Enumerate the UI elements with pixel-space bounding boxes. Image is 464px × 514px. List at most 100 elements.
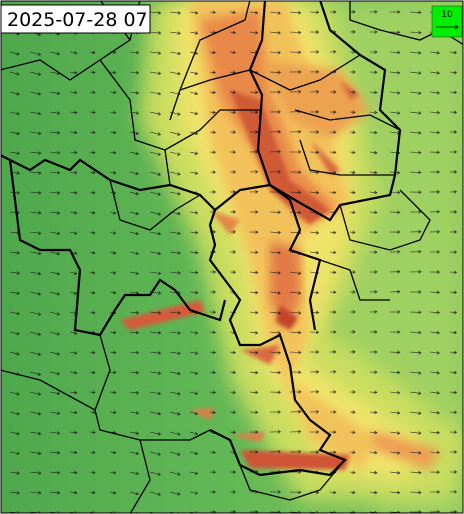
- wind-arrow: [289, 311, 302, 315]
- wind-arrow: [409, 391, 422, 395]
- wind-arrow: [449, 210, 458, 214]
- wind-arrow: [209, 370, 216, 375]
- wind-arrow: [49, 331, 61, 336]
- wind-arrow: [329, 370, 337, 374]
- wind-arrow: [409, 330, 422, 335]
- wind-arrow: [249, 130, 259, 134]
- wind-arrow: [9, 91, 20, 96]
- wind-arrow: [189, 471, 199, 475]
- wind-arrow: [269, 271, 281, 275]
- wind-arrow: [409, 411, 422, 415]
- wind-arrow: [89, 490, 96, 495]
- wind-arrow: [229, 470, 236, 474]
- wind-arrow: [429, 490, 440, 494]
- wind-arrow: [169, 251, 181, 255]
- wind-arrow: [369, 10, 378, 14]
- wind-arrow: [9, 151, 20, 155]
- wind-arrow: [269, 31, 281, 35]
- wind-arrow: [409, 351, 422, 355]
- wind-arrow: [249, 110, 259, 114]
- wind-arrow: [329, 190, 337, 195]
- wind-arrow: [389, 431, 401, 435]
- wind-arrow: [229, 250, 236, 254]
- wind-arrow: [189, 411, 199, 416]
- wind-arrow: [409, 249, 422, 254]
- wind-arrow: [89, 190, 96, 195]
- wind-arrow: [329, 450, 337, 454]
- wind-arrow: [129, 311, 140, 315]
- wind-arrow: [249, 230, 259, 234]
- wind-arrow: [189, 290, 199, 295]
- wind-arrow: [209, 290, 216, 294]
- wind-arrow: [129, 151, 139, 156]
- wind-arrow: [109, 171, 117, 175]
- legend-label: 10: [441, 10, 453, 20]
- wind-arrow: [29, 271, 42, 276]
- wind-arrow: [309, 10, 320, 15]
- wind-arrow: [69, 410, 78, 415]
- wind-arrow: [49, 491, 61, 495]
- wind-arrow: [329, 290, 337, 294]
- wind-arrow: [349, 110, 356, 114]
- wind-arrow: [389, 370, 401, 375]
- wind-arrow: [409, 451, 422, 455]
- wind-arrow: [269, 331, 281, 335]
- wind-arrow: [389, 10, 401, 14]
- wind-arrow: [409, 71, 422, 75]
- wind-arrow: [109, 491, 117, 495]
- wind-arrow: [389, 50, 401, 55]
- wind-arrow: [29, 191, 42, 195]
- wind-arrow: [449, 170, 458, 174]
- wind-arrow: [109, 271, 117, 275]
- wind-arrow: [129, 370, 140, 375]
- wind-arrow: [69, 331, 78, 335]
- wind-arrow: [49, 171, 61, 175]
- wind-arrow: [89, 130, 96, 135]
- wind-arrow: [149, 131, 162, 136]
- wind-arrow: [369, 490, 378, 495]
- wind-arrow: [229, 410, 236, 415]
- wind-arrow: [109, 231, 117, 235]
- wind-arrow: [309, 150, 320, 154]
- wind-arrow: [449, 450, 458, 454]
- wind-arrow: [429, 170, 440, 174]
- wind-arrow: [89, 250, 96, 255]
- wind-arrow: [409, 111, 422, 115]
- wind-arrow: [189, 491, 199, 495]
- wind-arrow: [429, 330, 440, 335]
- wind-arrow: [429, 450, 440, 455]
- wind-arrow: [209, 190, 216, 194]
- wind-arrow: [349, 250, 356, 254]
- wind-arrow: [389, 270, 401, 274]
- wind-arrow: [289, 50, 302, 54]
- wind-arrow: [269, 510, 281, 513]
- wind-arrow: [369, 150, 378, 155]
- wind-arrow: [29, 471, 42, 475]
- wind-arrow: [369, 310, 378, 314]
- wind-arrow: [349, 470, 356, 475]
- wind-arrow: [269, 430, 281, 434]
- legend-arrow: [436, 24, 459, 30]
- wind-arrow: [249, 170, 259, 174]
- wind-arrow: [89, 390, 96, 395]
- wind-arrow: [269, 170, 281, 174]
- wind-arrow: [129, 191, 139, 196]
- wind-arrow: [309, 390, 320, 394]
- wind-arrow: [49, 351, 61, 356]
- wind-arrow: [129, 231, 139, 236]
- wind-arrow: [189, 270, 199, 275]
- wind-arrow: [269, 291, 281, 295]
- wind-arrow: [309, 450, 320, 454]
- wind-arrow: [209, 110, 216, 115]
- wind-arrow: [269, 251, 281, 255]
- wind-arrow: [449, 110, 458, 114]
- wind-arrow: [369, 130, 378, 135]
- wind-arrow: [349, 310, 356, 314]
- wind-arrow: [289, 429, 302, 434]
- wind-arrow: [329, 150, 337, 155]
- wind-arrow: [269, 130, 281, 134]
- wind-arrow: [169, 111, 181, 116]
- wind-arrow: [69, 390, 78, 395]
